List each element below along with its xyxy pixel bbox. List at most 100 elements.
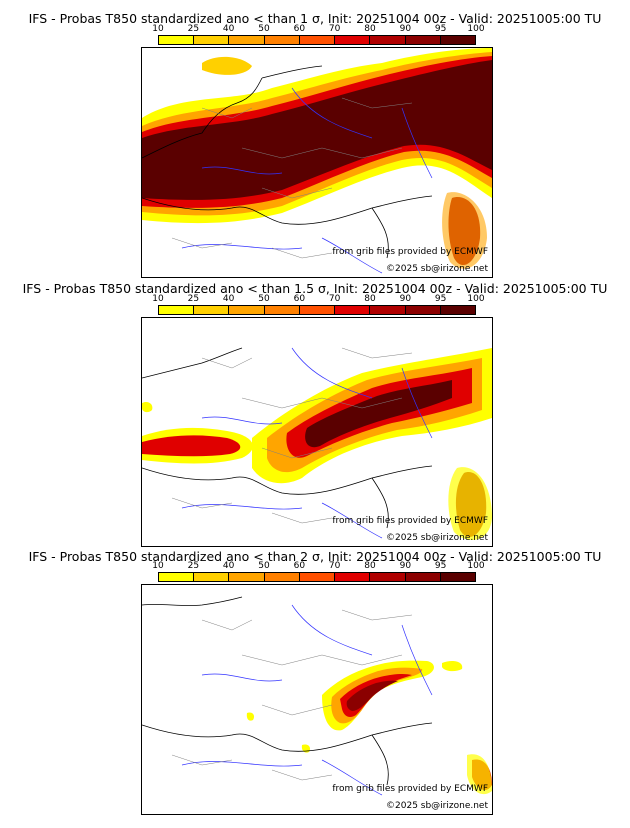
map-svg — [142, 48, 492, 274]
map-svg — [142, 596, 492, 796]
colorbar-tick-label: 90 — [399, 561, 412, 571]
colorbar-swatch — [159, 306, 195, 314]
prob-blob-small — [142, 401, 153, 413]
prob-zone-95 — [142, 60, 492, 200]
colorbar-swatch — [335, 573, 371, 581]
colorbar-tick-label: 10 — [152, 561, 164, 571]
colorbar-swatch — [405, 573, 441, 581]
colorbar-ticks: 10 25 40 50 60 70 80 90 95 100 — [152, 561, 484, 572]
colorbar: 10 25 40 50 60 70 80 90 95 100 — [152, 561, 485, 582]
colorbar-swatch — [159, 36, 195, 44]
colorbar-swatch — [194, 573, 230, 581]
colorbar-swatches — [158, 35, 476, 45]
colorbar-ticks: 10 25 40 50 60 70 80 90 95 100 — [152, 294, 484, 305]
colorbar-swatch — [405, 36, 441, 44]
colorbar-swatch — [264, 36, 300, 44]
colorbar-tick-label: 70 — [328, 24, 341, 34]
colorbar-swatches — [158, 572, 476, 582]
panel-sigma-2: IFS - Probas T850 standardized ano < tha… — [0, 546, 630, 828]
colorbar-swatch — [440, 573, 475, 581]
prob-blob-corsica-edge — [442, 192, 487, 269]
colorbar-swatch — [159, 573, 195, 581]
prob-blob-southeast-edge — [467, 754, 492, 795]
colorbar-swatch — [299, 306, 336, 314]
colorbar-tick-label: 10 — [152, 24, 164, 34]
colorbar: 10 25 40 50 60 70 80 90 95 100 — [152, 24, 485, 45]
probability-field — [142, 348, 492, 541]
panel-sigma-1: IFS - Probas T850 standardized ano < tha… — [0, 0, 630, 278]
colorbar-swatch — [264, 306, 300, 314]
colorbar-tick-label: 95 — [434, 294, 447, 304]
borders — [171, 609, 413, 781]
colorbar-tick-label: 60 — [293, 561, 306, 571]
colorbar-swatch — [370, 36, 406, 44]
colorbar-tick-label: 10 — [152, 294, 164, 304]
rivers — [181, 347, 433, 539]
panel-title: IFS - Probas T850 standardized ano < tha… — [28, 11, 602, 26]
colorbar-tick-label: 90 — [399, 294, 412, 304]
colorbar-tick-label: 40 — [222, 294, 235, 304]
colorbar-tick-label: 60 — [293, 24, 306, 34]
probability-field — [142, 48, 492, 269]
colorbar-ticks: 10 25 40 50 60 70 80 90 95 100 — [152, 24, 484, 35]
colorbar-tick-label: 40 — [222, 561, 235, 571]
prob-zone-95 — [346, 680, 398, 711]
map-svg — [142, 347, 492, 541]
colorbar-swatch — [440, 36, 475, 44]
colorbar-swatches — [158, 305, 476, 315]
probability-map: from grib files provided by ECMWF ©2025 … — [141, 47, 493, 278]
borders — [171, 97, 413, 259]
coastline — [142, 65, 433, 259]
colorbar-tick-label: 70 — [328, 294, 341, 304]
colorbar-swatch — [370, 306, 406, 314]
colorbar-swatch — [299, 573, 336, 581]
colorbar-tick-label: 25 — [187, 561, 200, 571]
colorbar-tick-label: 100 — [467, 561, 485, 571]
colorbar-tick-label: 25 — [187, 294, 200, 304]
coastline — [142, 347, 433, 529]
panel-title: IFS - Probas T850 standardized ano < tha… — [22, 281, 608, 296]
colorbar-tick-label: 90 — [399, 24, 412, 34]
data-credit: from grib files provided by ECMWF — [332, 516, 488, 526]
colorbar-tick-label: 95 — [434, 24, 447, 34]
prob-band-west-core — [142, 435, 241, 457]
panel-title: IFS - Probas T850 standardized ano < tha… — [28, 549, 602, 564]
prob-blob-corsica-edge — [448, 467, 492, 541]
map-overlay — [142, 596, 433, 796]
map-overlay — [142, 347, 433, 539]
colorbar-tick-label: 60 — [293, 294, 306, 304]
colorbar-swatch — [335, 36, 371, 44]
colorbar-tick-label: 100 — [467, 24, 485, 34]
colorbar-swatch — [299, 36, 336, 44]
borders — [171, 347, 413, 524]
probability-map: from grib files provided by ECMWF ©2025 … — [141, 584, 493, 815]
colorbar-tick-label: 80 — [364, 561, 376, 571]
colorbar-tick-label: 70 — [328, 561, 341, 571]
probability-map: from grib files provided by ECMWF ©2025 … — [141, 317, 493, 547]
prob-blob-east — [442, 661, 463, 672]
colorbar-swatch — [264, 573, 300, 581]
probability-field — [246, 660, 492, 795]
data-credit: from grib files provided by ECMWF — [332, 247, 488, 257]
prob-blob-north — [202, 56, 252, 75]
colorbar-tick-label: 100 — [467, 294, 485, 304]
colorbar-tick-label: 95 — [434, 561, 447, 571]
copyright: ©2025 sb@irizone.net — [386, 533, 488, 543]
prob-blob-small-1 — [246, 712, 255, 721]
map-overlay — [142, 65, 433, 274]
copyright: ©2025 sb@irizone.net — [386, 264, 488, 274]
colorbar-swatch — [194, 306, 230, 314]
rivers — [181, 604, 433, 796]
prob-zone-95 — [305, 380, 452, 448]
colorbar-tick-label: 50 — [258, 294, 270, 304]
colorbar-swatch — [194, 36, 230, 44]
rivers — [181, 87, 433, 274]
data-credit: from grib files provided by ECMWF — [332, 784, 488, 794]
colorbar-swatch — [440, 306, 475, 314]
colorbar-swatch — [229, 306, 265, 314]
colorbar-tick-label: 25 — [187, 24, 200, 34]
colorbar-swatch — [229, 573, 265, 581]
colorbar-swatch — [229, 36, 265, 44]
colorbar-swatch — [370, 573, 406, 581]
colorbar-tick-label: 40 — [222, 24, 235, 34]
